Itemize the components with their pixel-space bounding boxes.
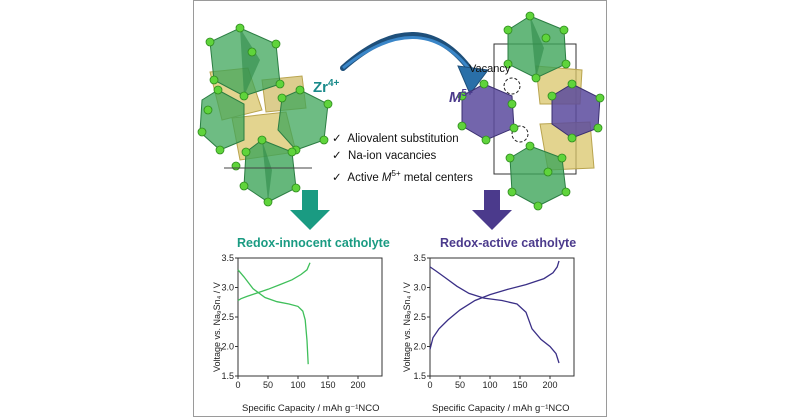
- left-x-tick-label: 100: [290, 380, 305, 390]
- left-plot-frame: [237, 257, 383, 377]
- check-mark-icon: ✓: [332, 150, 342, 162]
- checklist-item: ✓ Na-ion vacancies: [332, 148, 473, 165]
- feature-checklist: ✓ Aliovalent substitution ✓ Na-ion vacan…: [332, 131, 473, 187]
- left-y-tick-label: 1.5: [221, 371, 234, 381]
- left-y-tick-label: 2.0: [221, 342, 234, 352]
- right-y-tick-label: 1.5: [413, 371, 426, 381]
- left-panel-title: Redox-innocent catholyte: [237, 236, 390, 250]
- right-charge-curve: [429, 260, 560, 350]
- m-ion-label: M5+: [449, 88, 473, 106]
- checklist-text: Active: [347, 171, 382, 184]
- left-x-tick-label: 50: [263, 380, 273, 390]
- right-y-tick-label: 3.0: [413, 283, 426, 293]
- right-x-tick-label: 50: [455, 380, 465, 390]
- left-charge-curve: [237, 262, 311, 302]
- right-x-tick-label: 200: [542, 380, 557, 390]
- checklist-item: ✓ Active M5+ metal centers: [332, 165, 473, 187]
- right-x-tick-label: 100: [482, 380, 497, 390]
- left-down-arrow: [290, 190, 330, 230]
- checklist-text: Na-ion vacancies: [348, 150, 437, 162]
- checklist-text: Aliovalent substitution: [347, 133, 459, 145]
- left-y-tick-label: 3.0: [221, 283, 234, 293]
- checklist-text-tail: metal centers: [400, 171, 473, 184]
- zr-ion-label: Zr4+: [313, 78, 339, 96]
- m-symbol: M: [449, 89, 462, 106]
- right-x-tick-label: 150: [512, 380, 527, 390]
- vacancy-label: Vacancy: [469, 63, 511, 75]
- transformation-arrow: [340, 32, 489, 95]
- checklist-metal-symbol: M: [381, 171, 392, 184]
- left-discharge-curve: [237, 269, 309, 365]
- right-x-tick-label: 0: [427, 380, 432, 390]
- check-mark-icon: ✓: [332, 171, 342, 184]
- right-plot-frame: [429, 257, 575, 377]
- right-y-tick-label: 2.5: [413, 312, 426, 322]
- left-y-axis-label: Voltage vs. Na₉Sn₄ / V: [212, 282, 222, 372]
- zr-charge: 4+: [328, 78, 340, 89]
- m-charge: 5+: [461, 88, 473, 99]
- left-crystal-structure: [197, 23, 333, 207]
- check-mark-icon: ✓: [332, 133, 342, 145]
- left-y-tick-label: 3.5: [221, 253, 234, 263]
- checklist-item: ✓ Aliovalent substitution: [332, 131, 473, 148]
- right-panel-title: Redox-active catholyte: [440, 236, 577, 250]
- right-x-axis-label: Specific Capacity / mAh g⁻¹NCO: [432, 403, 570, 414]
- left-x-tick-label: 150: [320, 380, 335, 390]
- zr-symbol: Zr: [313, 79, 328, 96]
- right-y-tick-label: 3.5: [413, 253, 426, 263]
- right-crystal-structure: [457, 11, 605, 211]
- right-discharge-curve: [429, 266, 560, 364]
- left-x-axis-label: Specific Capacity / mAh g⁻¹NCO: [242, 403, 380, 414]
- left-y-tick-label: 2.5: [221, 312, 234, 322]
- left-x-tick-label: 200: [350, 380, 365, 390]
- right-y-axis-label: Voltage vs. Na₉Sn₄ / V: [402, 282, 412, 372]
- right-down-arrow: [472, 190, 512, 230]
- checklist-metal-charge: 5+: [391, 169, 401, 178]
- right-y-tick-label: 2.0: [413, 342, 426, 352]
- left-x-tick-label: 0: [235, 380, 240, 390]
